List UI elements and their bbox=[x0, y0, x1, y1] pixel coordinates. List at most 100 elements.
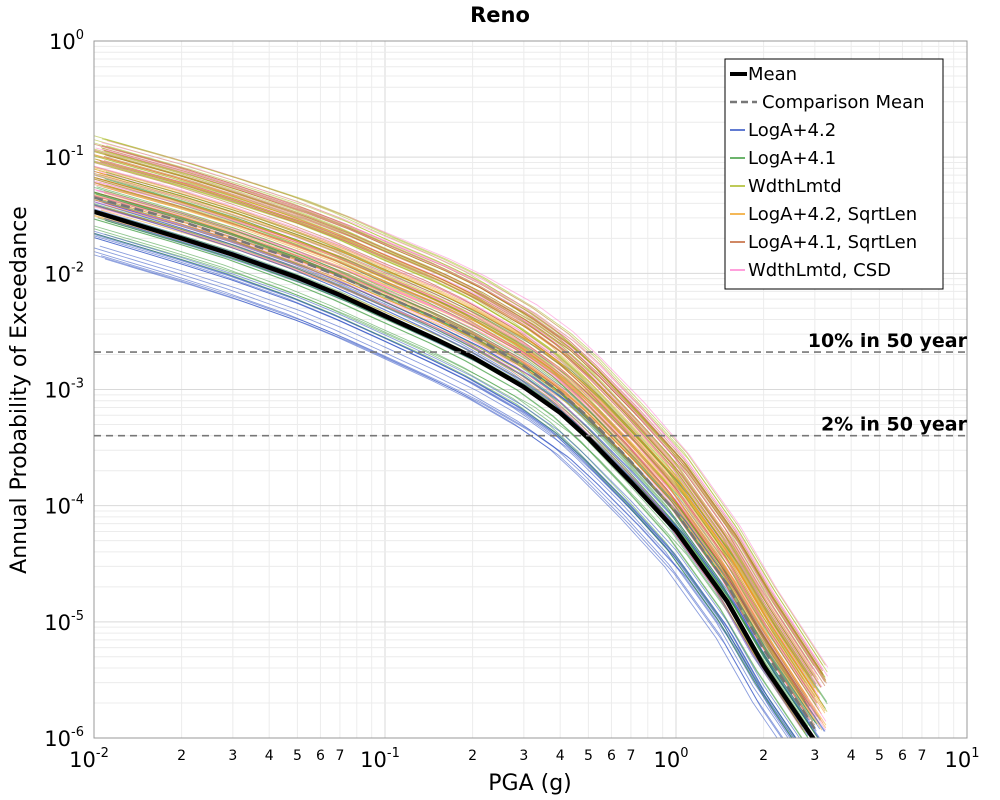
series-line-loga-4-2 bbox=[94, 247, 784, 738]
series-line-loga-4-1 bbox=[94, 218, 803, 738]
series-line-wdthlmtd-csd bbox=[98, 181, 820, 709]
reference-lines: 10% in 50 year 2% in 50 year bbox=[94, 330, 968, 437]
x-minor-tick-label: 3 bbox=[228, 748, 237, 764]
series-line-loga-4-2 bbox=[103, 202, 825, 732]
x-minor-tick-label: 6 bbox=[607, 748, 616, 764]
legend-label: LogA+4.2 bbox=[748, 120, 836, 141]
series-line-loga-4-2 bbox=[94, 230, 801, 738]
x-minor-tick-label: 2 bbox=[759, 748, 768, 764]
series-line-loga-4-1 bbox=[95, 175, 817, 706]
series-line-wdthlmtd bbox=[104, 138, 826, 666]
series-line-loga-4-1-sqrtlen bbox=[102, 149, 824, 676]
legend: Mean Comparison Mean LogA+4.2 LogA+4.1 WdthL… bbox=[724, 58, 944, 290]
series-line-loga-4-1 bbox=[94, 192, 816, 724]
plot-frame bbox=[93, 40, 968, 739]
series-line-loga-4-2-sqrtlen bbox=[103, 186, 825, 708]
chart-title: Reno bbox=[470, 3, 530, 27]
legend-label: Mean bbox=[748, 64, 797, 85]
series-line-loga-4-1-sqrtlen bbox=[94, 150, 813, 677]
legend-label: Comparison Mean bbox=[762, 92, 925, 113]
series-line-loga-4-2 bbox=[98, 199, 821, 730]
x-minor-tick-label: 4 bbox=[265, 748, 274, 764]
x-minor-tick-label: 3 bbox=[810, 748, 819, 764]
x-minor-tick-label: 2 bbox=[177, 748, 186, 764]
reference-line-label: 10% in 50 year bbox=[808, 330, 968, 352]
series-line-loga-4-1 bbox=[106, 173, 828, 705]
legend-label: LogA+4.2, SqrtLen bbox=[748, 204, 917, 225]
series-line-mean bbox=[94, 209, 816, 738]
series-line-loga-4-1 bbox=[96, 186, 818, 717]
series-line-loga-4-1 bbox=[94, 233, 793, 738]
series-line-loga-4-1-sqrtlen bbox=[96, 177, 818, 704]
y-tick-label: 10-5 bbox=[44, 609, 84, 635]
legend-label: WdthLmtd, CSD bbox=[748, 260, 891, 281]
x-minor-tick-label: 7 bbox=[335, 748, 344, 764]
series-line-loga-4-1 bbox=[94, 191, 809, 721]
series-line-loga-4-1-sqrtlen bbox=[94, 162, 803, 685]
x-minor-tick-label: 5 bbox=[293, 748, 302, 764]
y-tick-label: 10-6 bbox=[44, 725, 84, 751]
series-line-wdthlmtd-csd bbox=[94, 149, 804, 674]
x-tick-label: 101 bbox=[944, 746, 979, 772]
series-line-loga-4-2 bbox=[94, 237, 795, 738]
x-minor-tick-label: 4 bbox=[847, 748, 856, 764]
series-line-wdthlmtd bbox=[101, 138, 824, 666]
x-minor-tick-label: 7 bbox=[917, 748, 926, 764]
x-minor-tick-label: 7 bbox=[626, 748, 635, 764]
series-line-loga-4-2-sqrtlen bbox=[94, 199, 815, 720]
series-line-loga-4-1-sqrtlen bbox=[94, 154, 811, 680]
x-minor-tick-label: 6 bbox=[316, 748, 325, 764]
series-line-wdthlmtd bbox=[94, 161, 815, 689]
series-line-loga-4-2 bbox=[104, 202, 826, 732]
series-line-loga-4-1 bbox=[104, 178, 826, 709]
y-tick-label: 100 bbox=[49, 28, 84, 54]
legend-label: LogA+4.1, SqrtLen bbox=[748, 232, 917, 253]
series-line-wdthlmtd-csd bbox=[94, 206, 803, 731]
series-line-wdthlmtd bbox=[104, 150, 826, 678]
series-line-wdthlmtd-csd bbox=[104, 202, 827, 731]
x-minor-tick-label: 6 bbox=[898, 748, 907, 764]
legend-label: LogA+4.1 bbox=[748, 148, 836, 169]
legend-label: WdthLmtd bbox=[748, 176, 842, 197]
legend-box bbox=[724, 58, 944, 290]
series-line-comparison-mean bbox=[94, 196, 816, 730]
x-minor-tick-label: 2 bbox=[468, 748, 477, 764]
y-tick-label: 10-2 bbox=[44, 260, 84, 286]
series-line-loga-4-2-sqrtlen bbox=[99, 173, 821, 695]
x-tick-label: 100 bbox=[653, 746, 688, 772]
series-line-loga-4-1-sqrtlen bbox=[100, 161, 822, 688]
series-line-wdthlmtd bbox=[94, 148, 814, 676]
x-axis-label: PGA (g) bbox=[488, 771, 572, 796]
series-line-loga-4-2 bbox=[94, 251, 778, 738]
series-line-loga-4-1-sqrtlen bbox=[105, 157, 827, 684]
series-line-loga-4-2-sqrtlen bbox=[94, 178, 809, 698]
series-line-loga-4-2-sqrtlen bbox=[94, 215, 809, 735]
series-line-loga-4-1-sqrtlen bbox=[94, 191, 808, 716]
series-line-wdthlmtd-csd bbox=[95, 147, 817, 675]
reference-line-label: 2% in 50 year bbox=[821, 414, 968, 436]
series-line-loga-4-2-sqrtlen bbox=[98, 178, 820, 700]
plot-lines bbox=[94, 135, 829, 738]
series-line-loga-4-1 bbox=[99, 190, 821, 721]
series-line-loga-4-2-sqrtlen bbox=[94, 167, 812, 687]
series-line-wdthlmtd bbox=[98, 183, 820, 712]
series-line-loga-4-1 bbox=[94, 186, 805, 715]
series-line-wdthlmtd bbox=[94, 173, 808, 699]
series-line-loga-4-1-sqrtlen bbox=[94, 181, 811, 707]
x-tick-label: 10-1 bbox=[360, 746, 400, 772]
y-tick-label: 10-1 bbox=[44, 144, 84, 170]
series-line-loga-4-1 bbox=[94, 203, 816, 734]
series-line-loga-4-2 bbox=[94, 254, 783, 738]
series-line-loga-4-1 bbox=[94, 225, 796, 738]
series-line-loga-4-2 bbox=[94, 235, 789, 738]
series-line-wdthlmtd-csd bbox=[96, 189, 818, 717]
x-minor-tick-label: 3 bbox=[519, 748, 528, 764]
series-line-wdthlmtd bbox=[94, 177, 805, 702]
series-line-loga-4-2 bbox=[94, 233, 797, 738]
series-line-loga-4-1-sqrtlen bbox=[101, 145, 824, 672]
series-line-loga-4-2-sqrtlen bbox=[94, 176, 806, 695]
series-line-loga-4-2 bbox=[100, 255, 791, 738]
y-tick-label: 10-4 bbox=[44, 493, 84, 519]
